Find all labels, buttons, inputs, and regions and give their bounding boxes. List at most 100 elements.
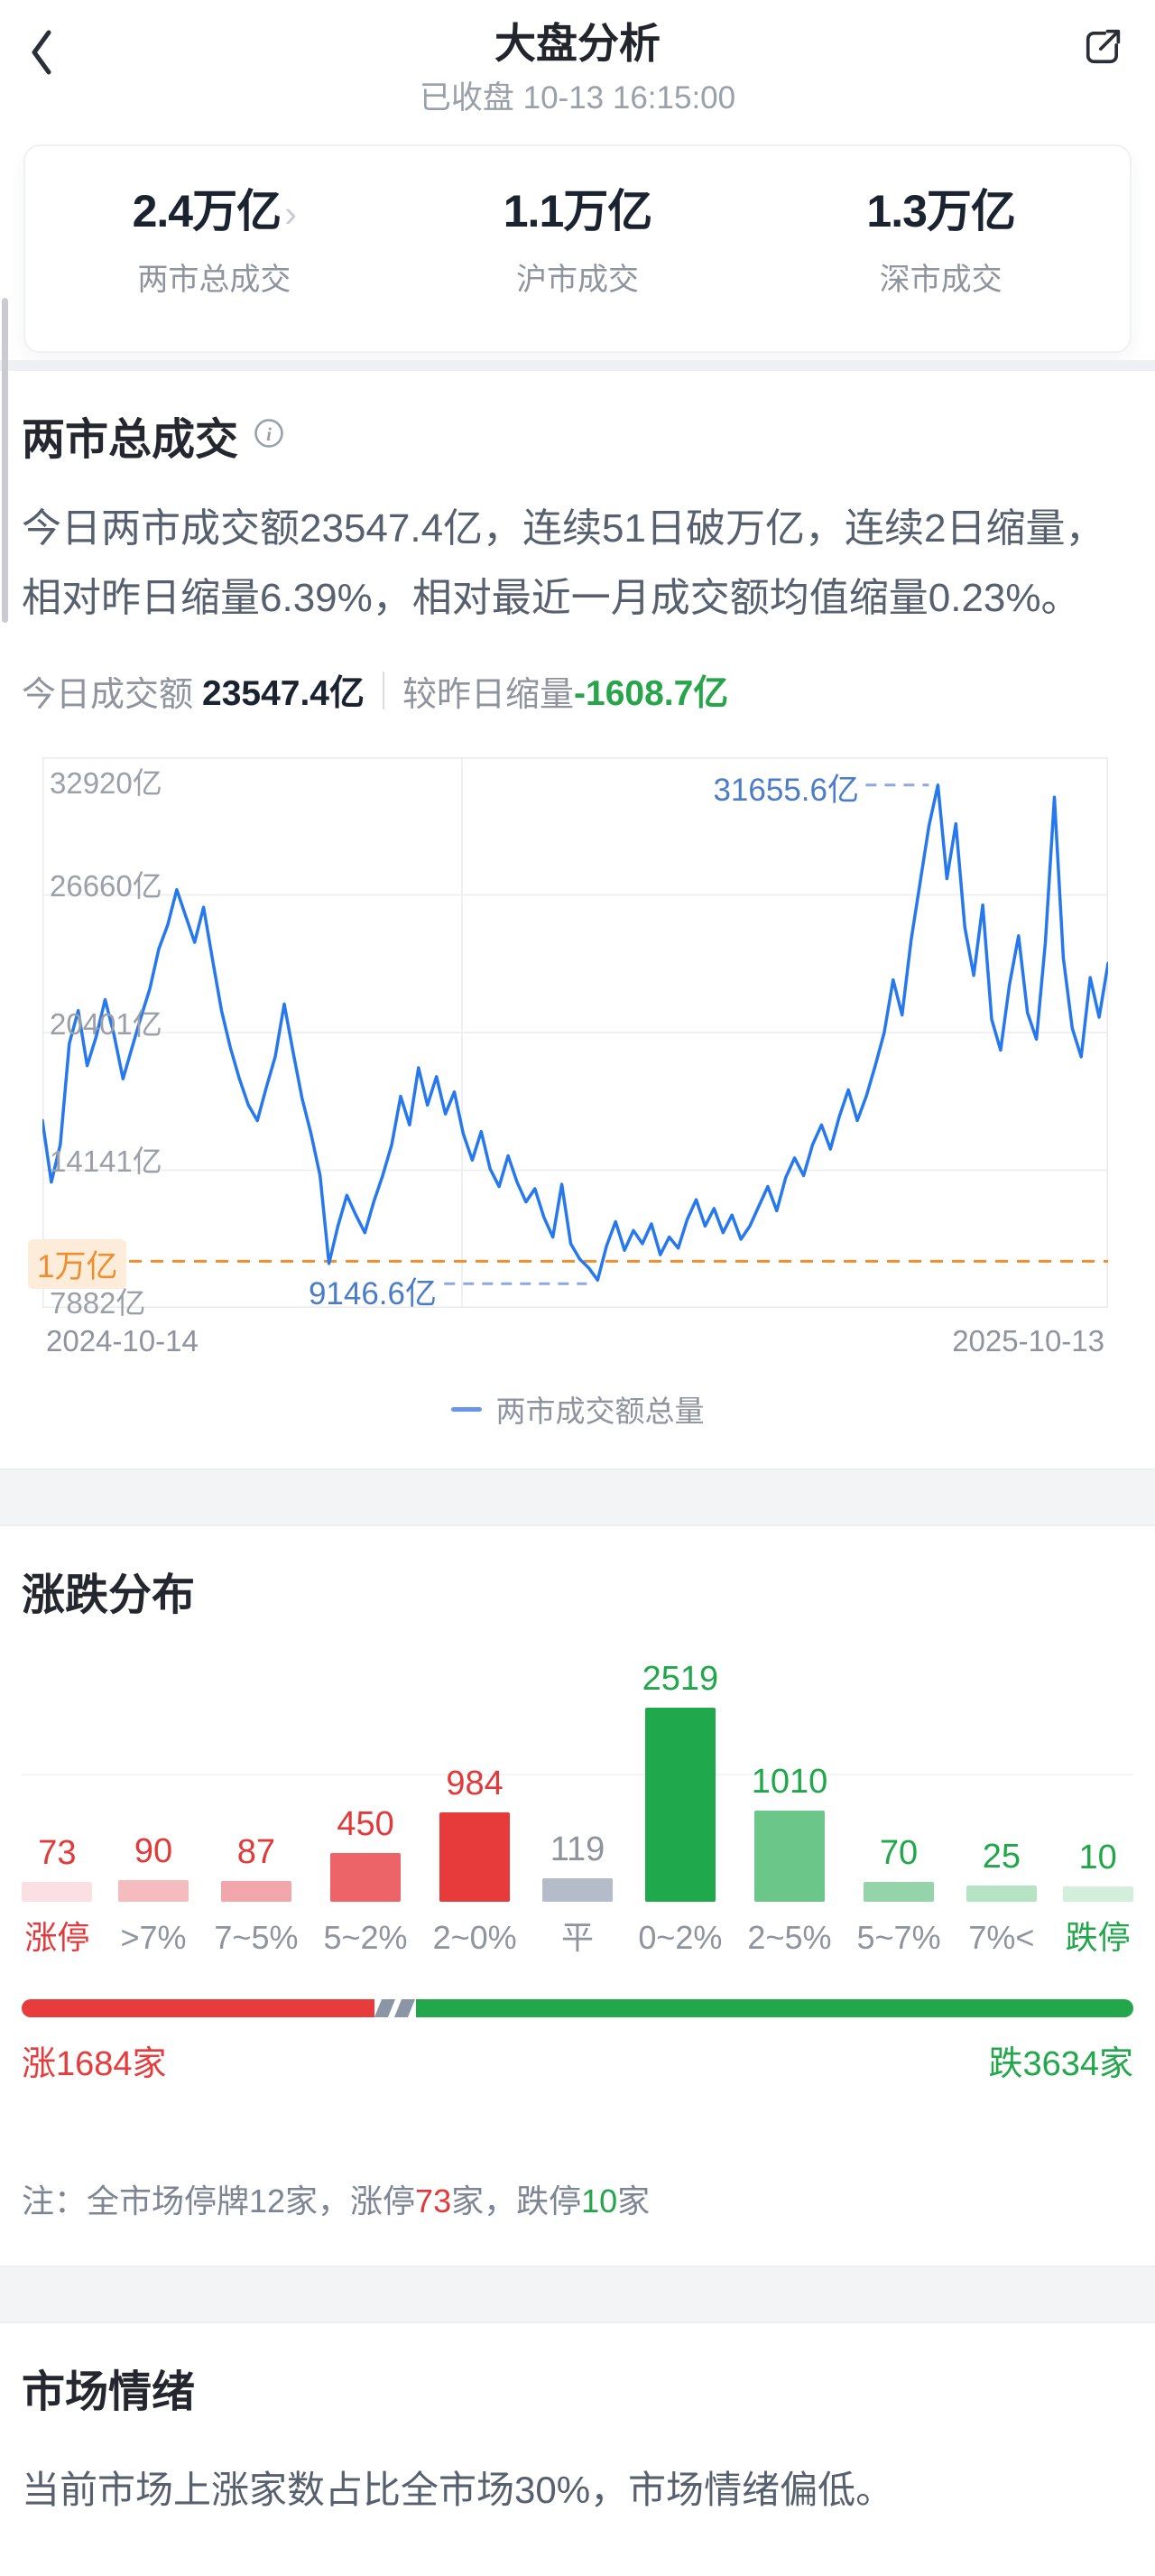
stat-label: 沪市成交 [516, 263, 639, 297]
legend-line-swatch [450, 1406, 482, 1412]
annotation-min: 9146.6亿 [308, 1276, 437, 1311]
annotation-max: 31655.6亿 [713, 773, 859, 808]
section-title-distribution: 涨跌分布 [22, 1571, 196, 1619]
bar-value: 984 [446, 1765, 504, 1802]
distribution-bar-跌停[interactable]: 10 跌停 [1062, 1660, 1133, 1958]
reference-line-label: 1万亿 [28, 1239, 127, 1289]
chevron-right-icon: › [284, 192, 297, 235]
market-status: 已收盘 10-13 16:15:00 [419, 80, 736, 116]
bar-rect [1062, 1886, 1133, 1902]
stat-value: 2.4万亿› [132, 186, 298, 236]
bar-category-label: 2~5% [747, 1919, 832, 1956]
decline-count-label: 跌3634家 [988, 2045, 1133, 2083]
share-icon [1079, 29, 1126, 74]
y-tick: 32920亿 [50, 766, 162, 800]
section-title-sentiment: 市场情绪 [22, 2368, 196, 2416]
chart-legend: 两市成交额总量 [22, 1387, 1133, 1469]
today-value: 23547.4亿 [202, 674, 365, 713]
advance-decline-bar [22, 1999, 1133, 2017]
y-tick: 7882亿 [50, 1286, 146, 1320]
stat-shenzhen-turnover: 1.3万亿 深市成交 [759, 175, 1123, 299]
bar-category-label: 2~0% [432, 1919, 517, 1956]
bar-category-label: 7~5% [214, 1919, 299, 1956]
x-label-start: 2024-10-14 [46, 1324, 199, 1357]
bar-category-label: 平 [560, 1919, 594, 1956]
y-tick: 20401亿 [50, 1007, 162, 1041]
bar-rect [864, 1882, 935, 1902]
bar-value: 2519 [642, 1660, 719, 1698]
bar-value: 25 [982, 1838, 1021, 1876]
header: 大盘分析 已收盘 10-13 16:15:00 [0, 0, 1155, 117]
turnover-line-chart[interactable]: 32920亿 26660亿 20401亿 14141亿 7882亿 1万亿 31… [28, 757, 1108, 1320]
legend-label: 两市成交额总量 [495, 1395, 705, 1428]
distribution-bar-2~5%[interactable]: 1010 2~5% [747, 1660, 831, 1958]
bar-category-label: 5~2% [323, 1919, 408, 1956]
decline-segment [415, 1999, 1133, 2017]
delta-value: -1608.7亿 [574, 674, 729, 713]
market-note: 注：全市场停牌12家，涨停73家，跌停10家 [22, 2182, 651, 2219]
stat-total-turnover[interactable]: 2.4万亿› 两市总成交 [32, 175, 396, 299]
bar-value: 10 [1078, 1839, 1117, 1876]
stat-value: 1.1万亿 [503, 186, 653, 236]
bar-rect [439, 1812, 511, 1902]
distribution-bar->7%[interactable]: 90 >7% [118, 1660, 189, 1958]
page-title: 大盘分析 [494, 20, 661, 67]
bar-rect [966, 1886, 1037, 1902]
share-button[interactable] [1079, 23, 1126, 70]
distribution-bar-平[interactable]: 119 平 [541, 1660, 614, 1958]
limit-down-count: 10 [581, 2182, 618, 2219]
line-chart-canvas [42, 757, 1108, 1308]
section-divider [0, 1469, 1155, 1526]
stat-label: 深市成交 [879, 263, 1003, 297]
bar-rect [753, 1811, 825, 1902]
stat-shanghai-turnover: 1.1万亿 沪市成交 [396, 175, 760, 299]
advance-segment [22, 1999, 374, 2017]
section-divider [0, 360, 1155, 371]
distribution-bar-2~0%[interactable]: 984 2~0% [433, 1660, 517, 1958]
distribution-bar-5~2%[interactable]: 450 5~2% [323, 1660, 407, 1958]
svg-text:i: i [266, 423, 272, 445]
turnover-summary: 今日两市成交额23547.4亿，连续51日破万亿，连续2日缩量，相对昨日缩量6.… [22, 506, 1105, 620]
limit-up-count: 73 [415, 2182, 452, 2219]
y-tick: 14141亿 [50, 1144, 162, 1178]
bar-value: 73 [38, 1834, 77, 1872]
x-label-end: 2025-10-13 [952, 1324, 1104, 1357]
delta-label: 较昨日缩量 [402, 675, 575, 714]
bar-rect [220, 1881, 291, 1902]
info-icon[interactable]: i [253, 411, 285, 460]
bar-value: 119 [550, 1830, 605, 1868]
scrollbar[interactable] [2, 298, 8, 623]
bar-category-label: 涨停 [24, 1919, 90, 1956]
advance-decline-divider [373, 1999, 416, 2017]
divider [383, 672, 384, 709]
bar-category-label: 0~2% [638, 1919, 723, 1956]
distribution-bar-7~5%[interactable]: 87 7~5% [214, 1660, 298, 1958]
y-tick: 26660亿 [50, 869, 162, 903]
x-axis-labels: 2024-10-14 2025-10-13 [42, 1324, 1108, 1358]
distribution-bar-7%<[interactable]: 25 7%< [966, 1660, 1038, 1958]
stats-card[interactable]: 2.4万亿› 两市总成交 1.1万亿 沪市成交 1.3万亿 深市成交 [23, 144, 1132, 353]
advance-count-label: 涨1684家 [22, 2045, 167, 2083]
back-chevron-icon [25, 30, 58, 81]
distribution-bar-涨停[interactable]: 73 涨停 [22, 1660, 93, 1958]
bar-category-label: 7%< [968, 1919, 1035, 1956]
section-title-turnover: 两市总成交 i [22, 371, 1133, 467]
today-label: 今日成交额 [22, 675, 194, 714]
bar-category-label: 跌停 [1065, 1919, 1131, 1956]
bar-value: 1010 [751, 1763, 828, 1801]
bar-rect [330, 1853, 402, 1902]
advance-decline-labels: 涨1684家 跌3634家 [22, 2035, 1133, 2085]
distribution-section: 涨跌分布 73 涨停 90 >7% 87 7~5% 450 5~2% 984 2~0% 119 平 25… [0, 1526, 1155, 2266]
back-button[interactable] [25, 27, 58, 78]
bar-category-label: >7% [120, 1919, 187, 1956]
bar-rect [118, 1880, 189, 1902]
turnover-section: 两市总成交 i 今日两市成交额23547.4亿，连续51日破万亿，连续2日缩量，… [0, 371, 1155, 1469]
distribution-bar-5~7%[interactable]: 70 5~7% [857, 1660, 941, 1958]
bar-value: 90 [134, 1832, 173, 1870]
bar-category-label: 5~7% [856, 1919, 941, 1956]
section-divider [0, 2266, 1155, 2323]
distribution-bar-0~2%[interactable]: 2519 0~2% [638, 1660, 722, 1958]
sentiment-summary: 当前市场上涨家数占比全市场30%，市场情绪偏低。 [22, 2469, 894, 2511]
bar-rect [644, 1708, 716, 1902]
stat-value: 1.3万亿 [866, 186, 1016, 236]
